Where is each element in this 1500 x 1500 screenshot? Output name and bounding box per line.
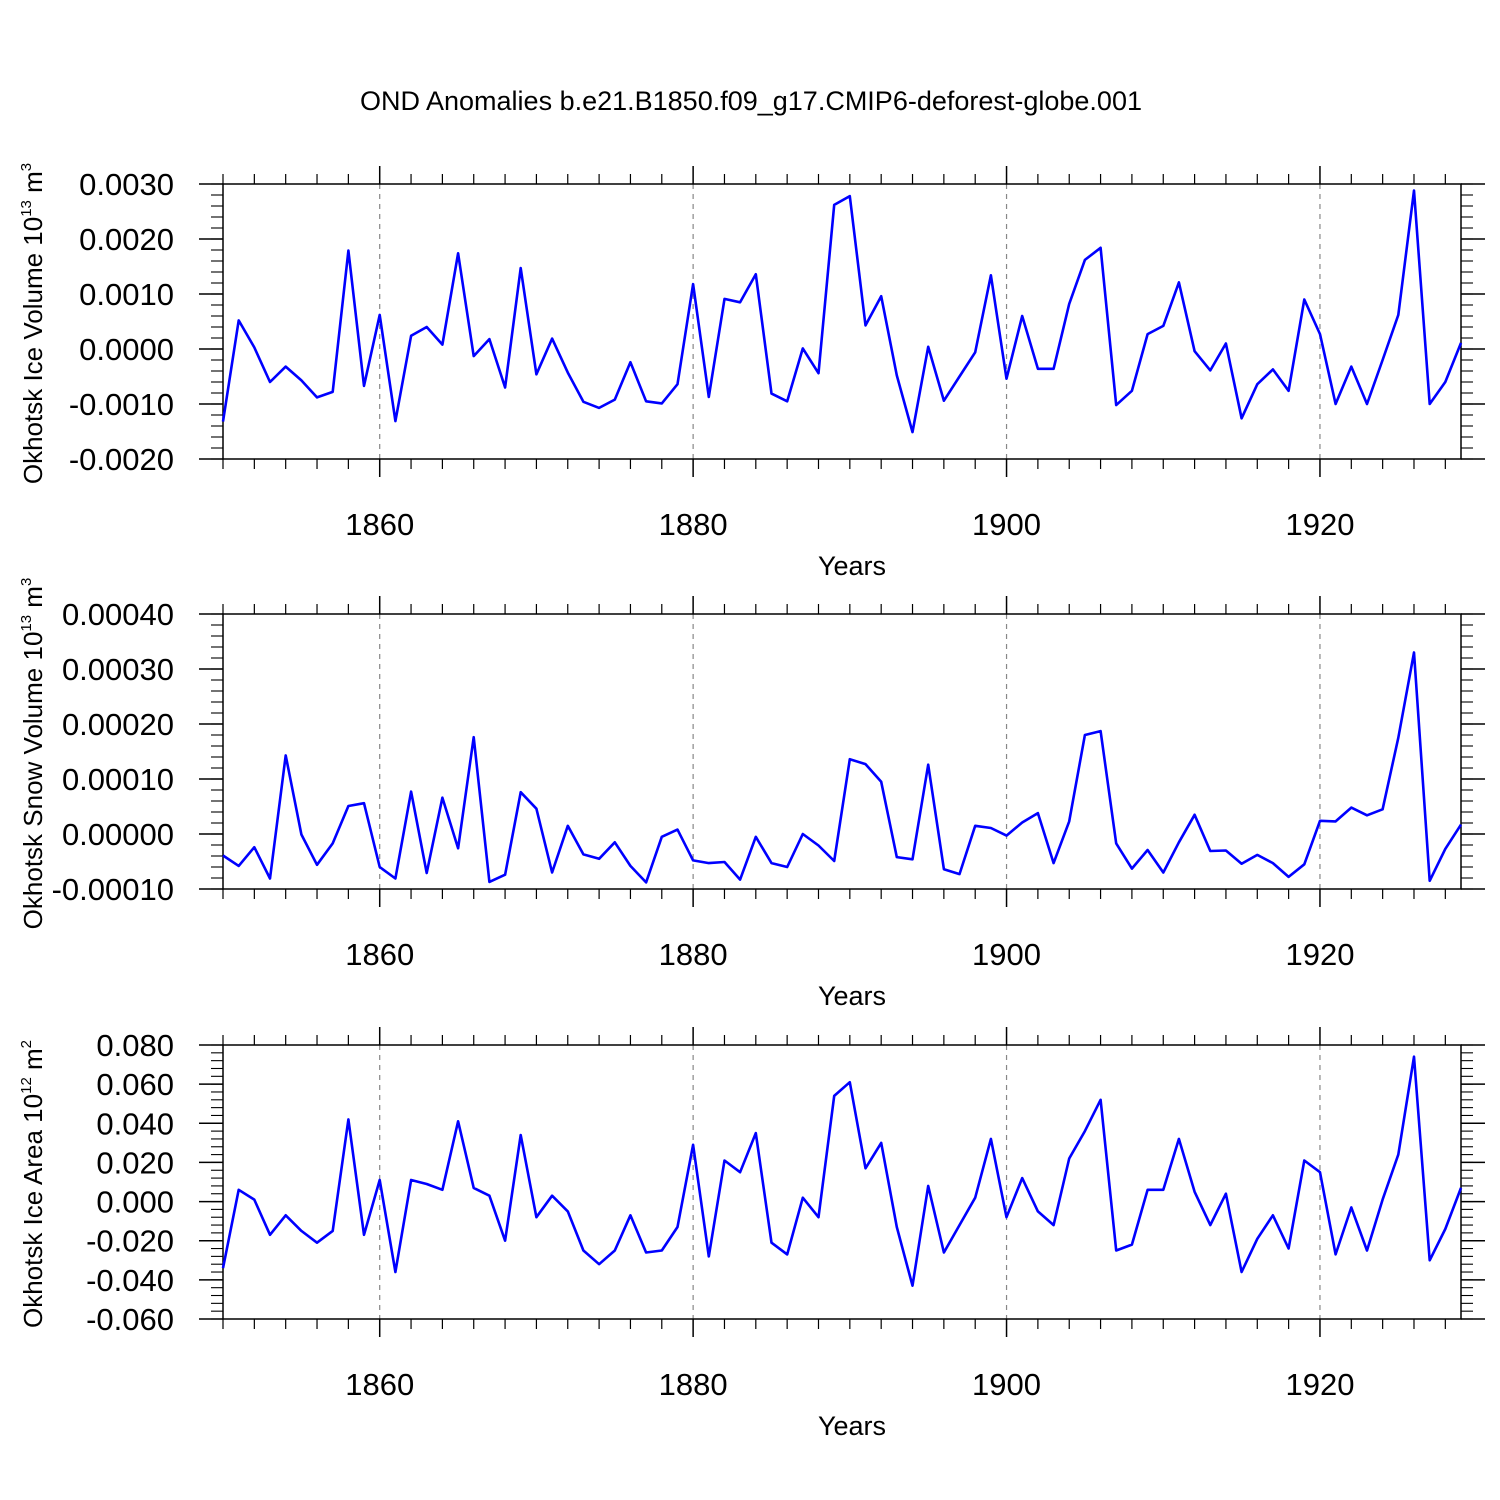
panel-2: 1860 1880 1900 1920 -0.00010 0.00000 0.00010 0.…: [18, 578, 1485, 1011]
plot-frame: [222, 613, 1462, 890]
y-axis-label-exponent: 13: [18, 200, 35, 217]
y-tick-label: 0.060: [96, 1067, 174, 1102]
y-axis-label-exponent: 12: [18, 1077, 35, 1094]
y-tick-label: 0.00000: [62, 817, 174, 852]
y-axis-label-unit-exponent: 2: [18, 1040, 35, 1048]
y-axis-label: Okhotsk Snow Volume 1013 m3: [18, 578, 48, 930]
y-tick-label: 0.00040: [62, 597, 174, 632]
chart-title: OND Anomalies b.e21.B1850.f09_g17.CMIP6-…: [360, 86, 1142, 116]
y-axis-label: Okhotsk Ice Volume 1013 m3: [18, 163, 48, 484]
y-axis-label-unit: m: [18, 171, 48, 200]
x-tick-label: 1880: [659, 937, 728, 972]
y-tick-label: 0.0030: [79, 167, 174, 202]
y-tick-label: 0.00030: [62, 652, 174, 687]
x-axis-label: Years: [818, 551, 886, 581]
y-tick-label: -0.0020: [69, 442, 174, 477]
x-tick-label: 1880: [659, 1367, 728, 1402]
series-line: [222, 651, 1463, 884]
y-tick-label: 0.00010: [62, 762, 174, 797]
x-tick-label: 1880: [659, 507, 728, 542]
x-tick-label: 1920: [1285, 507, 1354, 542]
x-tick-label: 1920: [1285, 937, 1354, 972]
x-axis-label: Years: [818, 1411, 886, 1441]
plot-frame: [222, 1044, 1462, 1320]
y-tick-label: 0.040: [96, 1106, 174, 1141]
y-tick-label: -0.00010: [52, 872, 174, 907]
x-tick-label: 1860: [345, 507, 414, 542]
y-axis-label-exponent: 13: [18, 615, 35, 632]
x-tick-label: 1900: [972, 1367, 1041, 1402]
x-tick-label: 1920: [1285, 1367, 1354, 1402]
panel-3: 1860 1880 1900 1920 -0.060 -0.040 -0.020 0.000 0…: [18, 1027, 1485, 1441]
y-tick-label: 0.0010: [79, 277, 174, 312]
y-tick-label: 0.020: [96, 1145, 174, 1180]
y-tick-label: 0.00020: [62, 707, 174, 742]
y-tick-label: 0.0020: [79, 222, 174, 257]
x-tick-label: 1900: [972, 937, 1041, 972]
x-axis-label: Years: [818, 981, 886, 1011]
y-axis-label-main: Okhotsk Snow Volume 10: [18, 632, 48, 930]
y-axis-label-main: Okhotsk Ice Area 10: [18, 1094, 48, 1328]
x-tick-label: 1860: [345, 1367, 414, 1402]
y-tick-label: 0.0000: [79, 332, 174, 367]
y-tick-label: -0.0010: [69, 387, 174, 422]
series-line: [221, 1055, 1463, 1287]
x-tick-label: 1860: [345, 937, 414, 972]
y-axis-label-main: Okhotsk Ice Volume 10: [18, 217, 48, 484]
y-tick-label: -0.060: [86, 1302, 174, 1337]
y-axis-label-unit: m: [18, 586, 48, 615]
y-tick-label: -0.020: [86, 1224, 174, 1259]
plot-frame: [222, 183, 1462, 460]
y-tick-label: 0.000: [96, 1185, 174, 1220]
y-tick-label: -0.040: [86, 1263, 174, 1298]
panel-1: 1860 1880 1900 1920 -0.0020 -0.0010 0.0000 0.00…: [18, 163, 1485, 581]
x-tick-label: 1900: [972, 507, 1041, 542]
y-axis-label-unit: m: [18, 1048, 48, 1077]
y-axis-label-unit-exponent: 3: [18, 163, 35, 171]
series-line: [221, 189, 1463, 434]
y-tick-label: 0.080: [96, 1028, 174, 1063]
y-axis-label: Okhotsk Ice Area 1012 m2: [18, 1040, 48, 1328]
y-axis-label-unit-exponent: 3: [18, 578, 35, 586]
